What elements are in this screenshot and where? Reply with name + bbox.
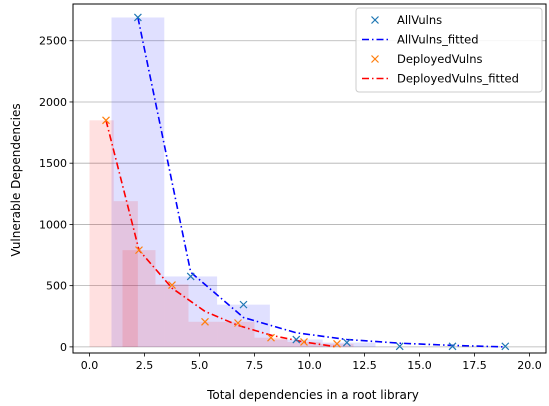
legend-entry-deployedvulns-fitted: DeployedVulns_fitted	[362, 72, 519, 86]
legend-label: AllVulns_fitted	[397, 33, 479, 47]
grid	[73, 40, 546, 348]
legend-marker	[371, 55, 379, 63]
data-point-deployedvulns	[168, 281, 176, 289]
x-axis-label: Total dependencies in a root library	[206, 388, 419, 402]
data-point-deployedvulns	[102, 116, 110, 125]
x-tick-label: 20.0	[517, 359, 542, 372]
x-tick-label: 10.0	[297, 359, 322, 372]
legend-entry-deployedvulns: DeployedVulns	[371, 52, 483, 66]
y-tick-label: 500	[46, 280, 67, 293]
data-point-deployedvulns	[300, 338, 308, 346]
series-lines	[105, 17, 506, 348]
series-points	[102, 13, 510, 351]
y-tick-label: 2500	[39, 35, 67, 48]
histogram-bar-deployedvulns	[188, 321, 222, 347]
data-point-allvulns	[501, 342, 510, 351]
histogram-bar-deployedvulns	[89, 120, 114, 347]
histogram-bar-allvulns	[217, 304, 270, 347]
data-point-allvulns	[448, 342, 457, 351]
x-tick-label: 7.5	[246, 359, 264, 372]
series-line-deployedvulns-fitted	[105, 120, 338, 348]
x-tick-label: 2.5	[136, 359, 154, 372]
legend-label: DeployedVulns_fitted	[397, 72, 519, 86]
data-point-allvulns	[292, 335, 301, 344]
y-tick-label: 1500	[39, 157, 67, 170]
y-axis: 0 500 1000 1500 2000 2500	[39, 35, 73, 354]
data-point-deployedvulns	[333, 339, 341, 348]
histogram-bar-deployedvulns	[320, 343, 354, 347]
x-tick-label: 12.5	[352, 359, 377, 372]
legend: AllVulns AllVulns_fitted DeployedVulns Depl…	[355, 7, 543, 93]
legend-label: DeployedVulns	[397, 52, 483, 66]
data-point-allvulns	[186, 272, 195, 281]
histogram-bar-deployedvulns	[155, 284, 189, 347]
data-point-deployedvulns	[135, 246, 143, 255]
y-tick-label: 1000	[39, 218, 67, 231]
x-tick-label: 15.0	[407, 359, 432, 372]
histogram-bar-deployedvulns	[113, 201, 138, 347]
x-tick-label: 17.5	[462, 359, 487, 372]
data-point-deployedvulns	[201, 317, 209, 326]
histogram-bar-allvulns	[269, 339, 323, 347]
data-point-allvulns	[395, 342, 404, 351]
x-tick-label: 0.0	[81, 359, 99, 372]
histogram-bar-deployedvulns	[122, 250, 156, 347]
histogram-bar-deployedvulns	[254, 337, 288, 347]
legend-entry-allvulns-fitted: AllVulns_fitted	[362, 33, 479, 47]
legend-label: AllVulns	[397, 13, 442, 27]
data-point-allvulns	[342, 338, 351, 347]
data-point-allvulns	[133, 13, 142, 22]
y-axis-label: Vulnerable Dependencies	[9, 103, 23, 256]
data-point-deployedvulns	[234, 319, 242, 327]
legend-entry-allvulns: AllVulns	[371, 13, 442, 27]
histogram-bar-allvulns	[111, 17, 165, 347]
histogram-bars	[89, 17, 376, 347]
x-tick-label: 5.0	[191, 359, 209, 372]
histogram-bar-deployedvulns	[221, 321, 255, 347]
series-line-allvulns-fitted	[137, 17, 506, 348]
data-point-allvulns	[239, 300, 248, 309]
data-point-deployedvulns	[267, 333, 275, 342]
histogram-bar-deployedvulns	[287, 341, 321, 347]
y-tick-label: 2000	[39, 96, 67, 109]
y-tick-label: 0	[60, 341, 67, 354]
legend-marker	[371, 16, 379, 24]
legend-box	[355, 7, 543, 93]
x-axis: 0.0 2.5 5.0 7.5 10.0 12.5 15.0 17.5 20.0	[81, 353, 542, 372]
